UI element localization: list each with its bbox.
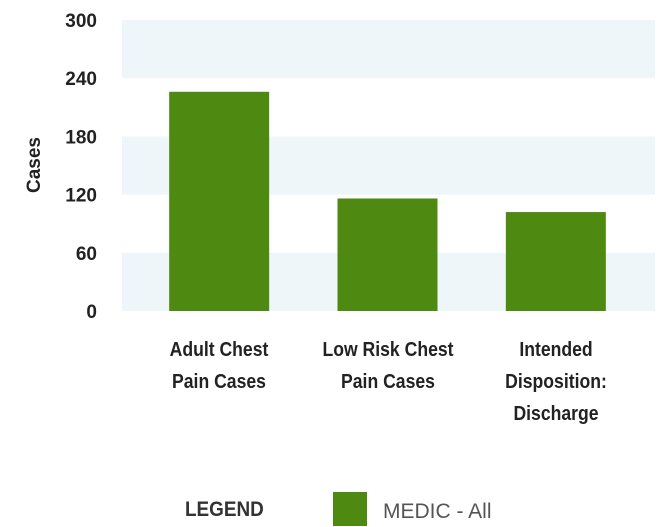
x-tick-label: Adult Chest Pain Cases xyxy=(169,339,269,393)
y-tick-label: 120 xyxy=(65,186,97,207)
y-tick-label: 180 xyxy=(65,127,97,148)
legend-title: LEGEND xyxy=(185,498,264,521)
x-tick-label: Low Risk Chest Pain Cases xyxy=(321,339,454,393)
legend-swatch xyxy=(333,492,367,526)
y-axis-label: Cases xyxy=(24,137,45,193)
bar xyxy=(505,212,606,311)
bar xyxy=(337,198,438,311)
grid-band xyxy=(122,20,655,79)
legend-entry: MEDIC - All xyxy=(383,500,492,523)
y-tick-label: 0 xyxy=(86,302,97,323)
y-tick-label: 60 xyxy=(76,244,97,265)
x-tick-label: Intended Disposition: Discharge xyxy=(504,339,607,425)
bar xyxy=(169,91,270,311)
y-tick-label: 240 xyxy=(65,69,97,90)
y-tick-label: 300 xyxy=(65,11,97,32)
